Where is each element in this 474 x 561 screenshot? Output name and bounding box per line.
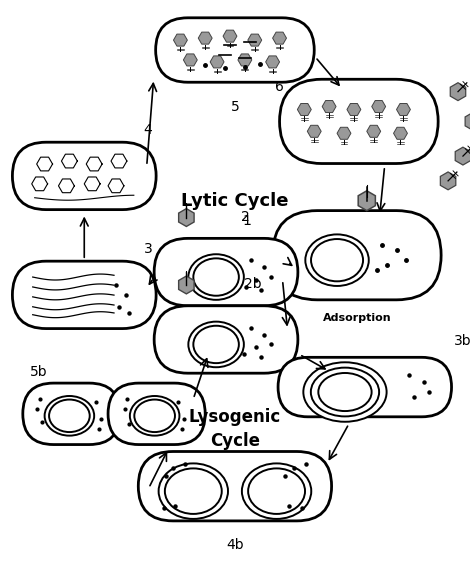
FancyBboxPatch shape xyxy=(278,357,452,417)
Text: 3b: 3b xyxy=(454,334,472,348)
Polygon shape xyxy=(248,34,262,46)
Ellipse shape xyxy=(303,362,387,422)
Polygon shape xyxy=(358,191,375,210)
FancyBboxPatch shape xyxy=(154,306,298,373)
Polygon shape xyxy=(307,125,321,137)
Polygon shape xyxy=(179,276,194,294)
FancyBboxPatch shape xyxy=(154,238,298,306)
Polygon shape xyxy=(397,103,410,116)
Text: Adsorption: Adsorption xyxy=(323,312,391,323)
Polygon shape xyxy=(223,30,237,42)
Polygon shape xyxy=(337,127,351,139)
Polygon shape xyxy=(273,32,286,44)
Ellipse shape xyxy=(311,239,363,281)
FancyBboxPatch shape xyxy=(23,383,120,444)
Polygon shape xyxy=(183,54,197,66)
Polygon shape xyxy=(393,127,408,139)
Polygon shape xyxy=(198,32,212,44)
Text: Lysogenic
Cycle: Lysogenic Cycle xyxy=(189,408,281,449)
Ellipse shape xyxy=(159,463,228,519)
Ellipse shape xyxy=(130,396,180,436)
Text: 4b: 4b xyxy=(226,538,244,552)
Ellipse shape xyxy=(193,258,239,296)
Polygon shape xyxy=(297,103,311,116)
Ellipse shape xyxy=(242,463,311,519)
Polygon shape xyxy=(173,34,187,46)
FancyBboxPatch shape xyxy=(155,18,314,82)
Polygon shape xyxy=(265,56,280,68)
FancyBboxPatch shape xyxy=(12,261,156,329)
Ellipse shape xyxy=(45,396,94,436)
FancyBboxPatch shape xyxy=(273,210,441,300)
Ellipse shape xyxy=(134,399,175,432)
FancyBboxPatch shape xyxy=(108,383,205,444)
Polygon shape xyxy=(238,54,252,66)
Ellipse shape xyxy=(49,399,90,432)
Polygon shape xyxy=(372,100,386,113)
FancyBboxPatch shape xyxy=(280,79,438,163)
Polygon shape xyxy=(210,56,224,68)
Ellipse shape xyxy=(319,373,372,411)
Polygon shape xyxy=(465,112,474,130)
Polygon shape xyxy=(322,100,336,113)
Polygon shape xyxy=(450,82,466,100)
Text: 5b: 5b xyxy=(30,365,47,379)
Ellipse shape xyxy=(311,367,379,416)
Text: 2b: 2b xyxy=(244,277,262,291)
Ellipse shape xyxy=(188,321,244,367)
Text: 4: 4 xyxy=(144,123,153,137)
Polygon shape xyxy=(455,147,471,165)
Text: 2: 2 xyxy=(241,209,250,223)
Text: 3: 3 xyxy=(144,242,153,256)
Polygon shape xyxy=(440,172,456,190)
Text: 1: 1 xyxy=(243,214,252,228)
Text: 6: 6 xyxy=(274,80,283,94)
Ellipse shape xyxy=(188,254,244,300)
Ellipse shape xyxy=(165,468,222,514)
Ellipse shape xyxy=(248,468,305,514)
FancyBboxPatch shape xyxy=(12,142,156,210)
Ellipse shape xyxy=(305,234,369,286)
Text: 5: 5 xyxy=(230,100,239,113)
Polygon shape xyxy=(367,125,381,137)
FancyBboxPatch shape xyxy=(138,452,332,521)
Text: Lytic Cycle: Lytic Cycle xyxy=(181,192,289,210)
Polygon shape xyxy=(179,209,194,227)
Ellipse shape xyxy=(193,326,239,363)
Polygon shape xyxy=(347,103,361,116)
